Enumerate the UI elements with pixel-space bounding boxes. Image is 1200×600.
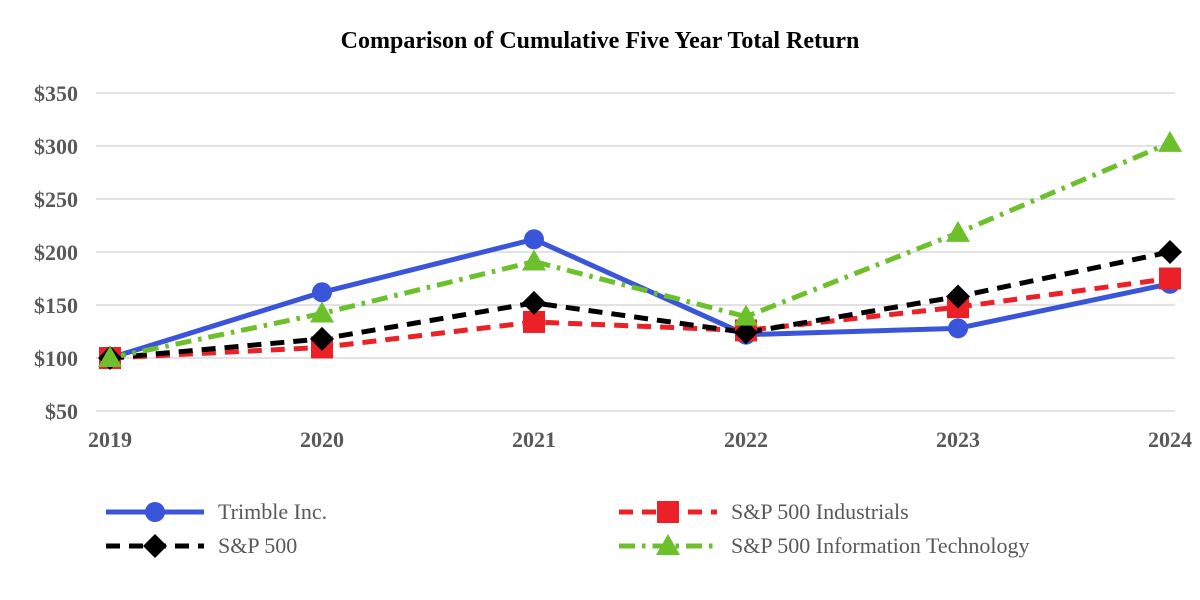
- y-axis-tick-label: $300: [34, 134, 78, 159]
- legend-item-sp500: S&P 500: [105, 530, 327, 562]
- legend-label-sp500-industrials: S&P 500 Industrials: [731, 499, 909, 524]
- legend-label-sp500-infotech: S&P 500 Information Technology: [731, 533, 1030, 558]
- data-point-marker-s-p-500: [946, 284, 970, 309]
- legend-marker-s-p-500-industrials: [657, 501, 679, 523]
- legend-column-right: S&P 500 Industrials S&P 500 Information …: [618, 496, 1030, 562]
- y-axis-tick-label: $250: [34, 187, 78, 212]
- data-point-marker-s-p-500-information-technology: [310, 301, 334, 323]
- data-point-marker-s-p-500: [310, 326, 334, 351]
- y-axis-tick-label: $350: [34, 81, 78, 106]
- data-point-marker-s-p-500-information-technology: [1158, 130, 1182, 152]
- legend: Trimble Inc. S&P 500 S&P 500 Industrials…: [0, 496, 1200, 576]
- data-point-marker-s-p-500-information-technology: [734, 304, 758, 326]
- sp500-industrials-line-swatch-icon: [619, 501, 717, 523]
- trimble-line-swatch-icon: [106, 502, 204, 522]
- plot-area: $350 $300 $250 $200 $150 $100 $50 2019 2020 2021 2…: [34, 81, 1192, 452]
- legend-label-trimble: Trimble Inc.: [218, 499, 328, 524]
- x-axis-tick-label: 2019: [88, 427, 132, 452]
- data-point-marker-s-p-500: [1158, 240, 1182, 264]
- data-point-marker-trimble-inc: [948, 318, 968, 339]
- data-point-marker-s-p-500-information-technology: [946, 220, 970, 242]
- series-line-s-p-500-industrials: [109, 276, 1171, 361]
- y-axis-tick-label: $200: [34, 240, 78, 265]
- legend-label-sp500: S&P 500: [218, 533, 298, 558]
- data-point-marker-s-p-500-information-technology: [522, 249, 546, 271]
- x-axis-tick-label: 2024: [1148, 427, 1192, 452]
- y-axis-tick-label: $100: [34, 346, 78, 371]
- data-point-marker-s-p-500: [522, 290, 546, 315]
- series-line-s-p-500: [109, 249, 1171, 361]
- legend-marker-trimble-inc: [145, 502, 165, 522]
- legend-marker-s-p-500-information-technology: [656, 534, 680, 555]
- legend-item-sp500-infotech: S&P 500 Information Technology: [618, 530, 1030, 562]
- data-point-marker-s-p-500-information-technology: [98, 346, 122, 367]
- legend-item-trimble: Trimble Inc.: [105, 496, 327, 528]
- x-axis-tick-label: 2020: [300, 427, 344, 452]
- legend-marker-s-p-500: [143, 534, 167, 558]
- y-axis-tick-label: $50: [45, 399, 78, 424]
- x-axis-tick-label: 2021: [512, 427, 556, 452]
- legend-column-left: Trimble Inc. S&P 500: [105, 496, 327, 562]
- chart-title: Comparison of Cumulative Five Year Total…: [340, 28, 860, 54]
- data-point-marker-s-p-500-industrials: [1159, 267, 1181, 290]
- x-axis-tick-label: 2023: [936, 427, 980, 452]
- series-line-s-p-500-information-technology: [109, 140, 1171, 361]
- y-axis-tick-label: $150: [34, 293, 78, 318]
- data-point-marker-trimble-inc: [524, 229, 544, 250]
- legend-item-sp500-industrials: S&P 500 Industrials: [618, 496, 1030, 528]
- data-point-marker-trimble-inc: [312, 282, 332, 303]
- x-axis-tick-label: 2022: [724, 427, 768, 452]
- data-point-marker-s-p-500-industrials: [523, 310, 545, 333]
- data-point-marker-s-p-500: [734, 320, 758, 345]
- sp500-line-swatch-icon: [106, 534, 204, 558]
- sp500-infotech-line-swatch-icon: [619, 534, 717, 555]
